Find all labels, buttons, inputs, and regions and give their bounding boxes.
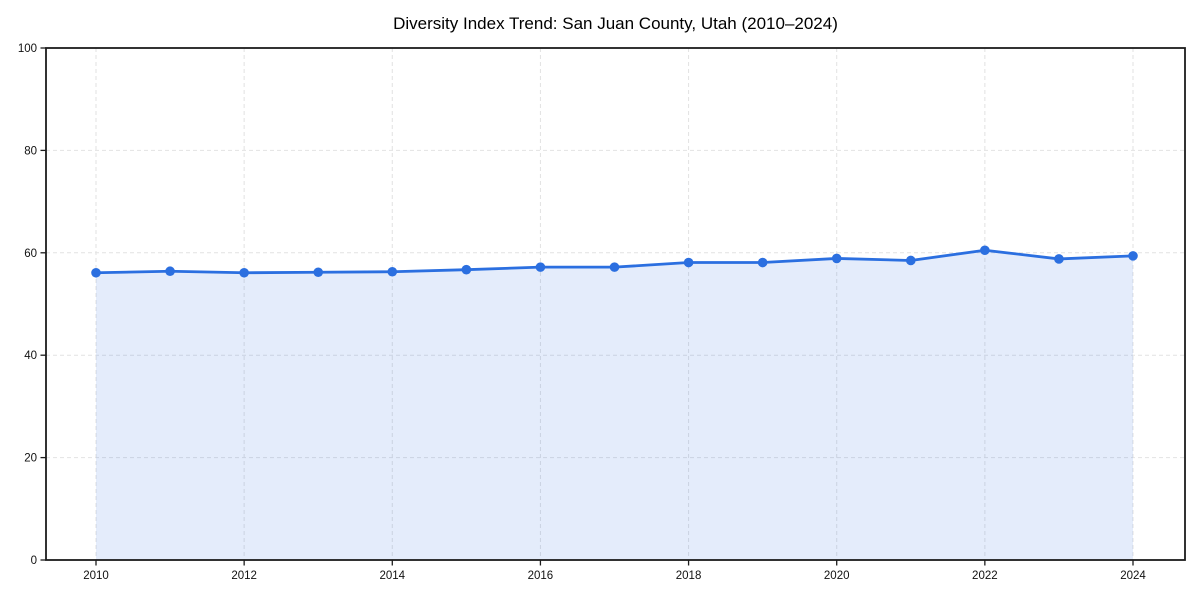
- y-tick-label: 60: [24, 248, 37, 260]
- data-point: [1128, 251, 1138, 261]
- x-tick-label: 2016: [528, 570, 554, 582]
- data-point: [239, 267, 249, 278]
- x-tick-label: 2020: [824, 570, 850, 582]
- data-point: [831, 253, 842, 264]
- x-tick-label: 2024: [1120, 570, 1146, 582]
- data-point: [980, 245, 990, 256]
- data-point: [683, 257, 694, 268]
- y-tick-label: 100: [18, 43, 37, 55]
- data-point: [535, 262, 546, 272]
- data-point: [1054, 254, 1064, 264]
- data-point: [461, 264, 472, 275]
- data-point: [91, 267, 101, 278]
- data-point: [757, 257, 768, 268]
- data-point: [905, 255, 916, 266]
- x-tick-label: 2012: [231, 570, 257, 582]
- plot-border: [45, 47, 1186, 561]
- area-fill: [96, 250, 1133, 561]
- data-point: [313, 267, 324, 278]
- x-tick-label: 2014: [379, 570, 405, 582]
- y-tick-label: 40: [24, 350, 37, 362]
- chart-title: Diversity Index Trend: San Juan County, …: [393, 14, 838, 33]
- data-point: [387, 266, 398, 277]
- y-tick-label: 80: [24, 145, 37, 157]
- data-point: [609, 262, 620, 272]
- data-point: [165, 266, 175, 277]
- x-tick-label: 2018: [676, 570, 702, 582]
- y-tick-label: 0: [31, 555, 37, 567]
- y-tick-label: 20: [24, 453, 37, 465]
- x-tick-label: 2010: [83, 570, 109, 582]
- x-tick-label: 2022: [972, 570, 998, 582]
